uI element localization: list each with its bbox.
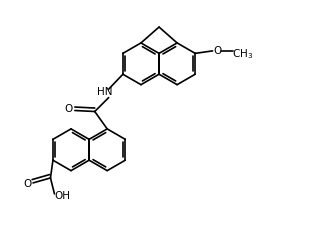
Text: O: O (23, 179, 31, 189)
Text: CH$_3$: CH$_3$ (232, 47, 253, 61)
Text: HN: HN (97, 87, 113, 97)
Text: O: O (65, 104, 73, 114)
Text: O: O (213, 46, 222, 56)
Text: OH: OH (54, 191, 70, 201)
